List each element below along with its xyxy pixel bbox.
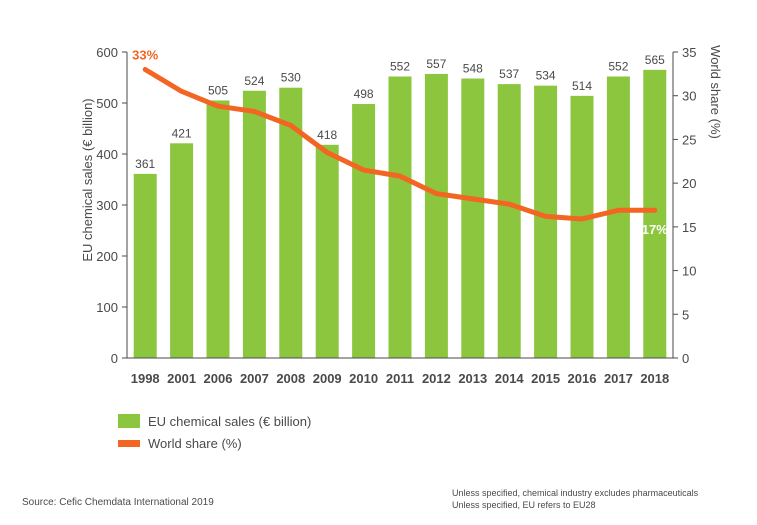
xtick-label-2013: 2013 [458,371,487,386]
ytick-label-600: 600 [96,45,118,60]
bar-label-2013: 548 [463,62,483,76]
y2tick-label-15: 15 [682,220,696,235]
footnote-eu28: Unless specified, EU refers to EU28 [452,500,596,510]
share-label-last: 17% [642,222,668,237]
bar-2015 [534,85,558,358]
bar-2012 [424,73,448,359]
xtick-label-2016: 2016 [568,371,597,386]
share-label-first: 33% [132,47,158,62]
legend-item-sales: EU chemical sales (€ billion) [118,410,311,432]
y2tick-label-30: 30 [682,89,696,104]
bar-2011 [388,76,412,358]
xtick-label-2010: 2010 [349,371,378,386]
bar-labels-group: 361 421 505 524 530 418 498 552 557 548 537 534 514 5… [135,53,665,171]
ytick-label-300: 300 [96,198,118,213]
ytick-label-100: 100 [96,300,118,315]
world-share-line [142,66,658,222]
bar-label-2008: 530 [281,71,301,85]
ytick-label-0: 0 [111,351,118,366]
right-axis-ticks: 0 5 10 15 20 25 30 35 [673,45,696,366]
xtick-label-2014: 2014 [495,371,525,386]
xtick-label-2006: 2006 [204,371,233,386]
y2tick-label-5: 5 [682,307,689,322]
footnote-pharma: Unless specified, chemical industry excl… [452,488,699,498]
bar-2007 [242,90,266,358]
ytick-label-400: 400 [96,147,118,162]
xtick-label-2001: 2001 [167,371,196,386]
legend-swatch-share [118,439,140,447]
left-axis-title: EU chemical sales (€ billion) [80,98,95,261]
legend-swatch-sales [118,414,140,428]
bar-label-2016: 514 [572,79,592,93]
bar-2009 [315,144,339,358]
footnotes: Unless specified, chemical industry excl… [452,487,698,511]
y2tick-label-0: 0 [682,351,689,366]
right-axis-title: World share (%) [708,45,723,139]
ytick-label-200: 200 [96,249,118,264]
ytick-label-500: 500 [96,96,118,111]
bar-2010 [352,104,376,359]
bar-label-1998: 361 [135,157,155,171]
bar-label-2012: 557 [426,57,446,71]
y2tick-label-35: 35 [682,45,696,60]
xtick-label-2018: 2018 [640,371,669,386]
xtick-label-2007: 2007 [240,371,269,386]
bar-label-2010: 498 [354,87,374,101]
bar-label-2018: 565 [645,53,665,67]
legend-item-share: World share (%) [118,432,311,454]
bar-label-2014: 537 [499,67,519,81]
bar-2016 [570,95,594,359]
bar-2008 [279,87,303,358]
legend: EU chemical sales (€ billion) World shar… [118,410,311,454]
left-axis-ticks: 0 100 200 300 400 500 600 [96,45,127,366]
xtick-label-2015: 2015 [531,371,560,386]
legend-label-sales: EU chemical sales (€ billion) [148,413,312,429]
xtick-label-2017: 2017 [604,371,633,386]
bar-label-2001: 421 [172,126,192,140]
bars-group [133,69,667,359]
bar-2013 [461,78,485,359]
x-axis-ticks: 1998 2001 2006 2007 2008 2009 2010 2011 2012 2013… [131,371,670,386]
bar-2001 [170,143,194,358]
y2tick-label-25: 25 [682,132,696,147]
bar-label-2011: 552 [390,59,410,73]
bar-label-2007: 524 [244,74,264,88]
xtick-label-2012: 2012 [422,371,451,386]
bar-label-2009: 418 [317,128,337,142]
xtick-label-2009: 2009 [313,371,342,386]
xtick-label-2008: 2008 [276,371,305,386]
bar-1998 [133,173,157,358]
bar-2014 [497,84,521,358]
xtick-label-2011: 2011 [386,371,414,386]
bar-label-2017: 552 [608,59,628,73]
bar-label-2006: 505 [208,83,228,97]
bar-2017 [606,76,630,358]
xtick-label-1998: 1998 [131,371,160,386]
source-note: Source: Cefic Chemdata International 201… [22,497,214,508]
bar-label-2015: 534 [536,69,556,83]
y2tick-label-20: 20 [682,176,696,191]
y2tick-label-10: 10 [682,264,696,279]
bar-2006 [206,100,230,358]
legend-label-share: World share (%) [148,435,242,451]
bar-2018 [643,69,667,358]
